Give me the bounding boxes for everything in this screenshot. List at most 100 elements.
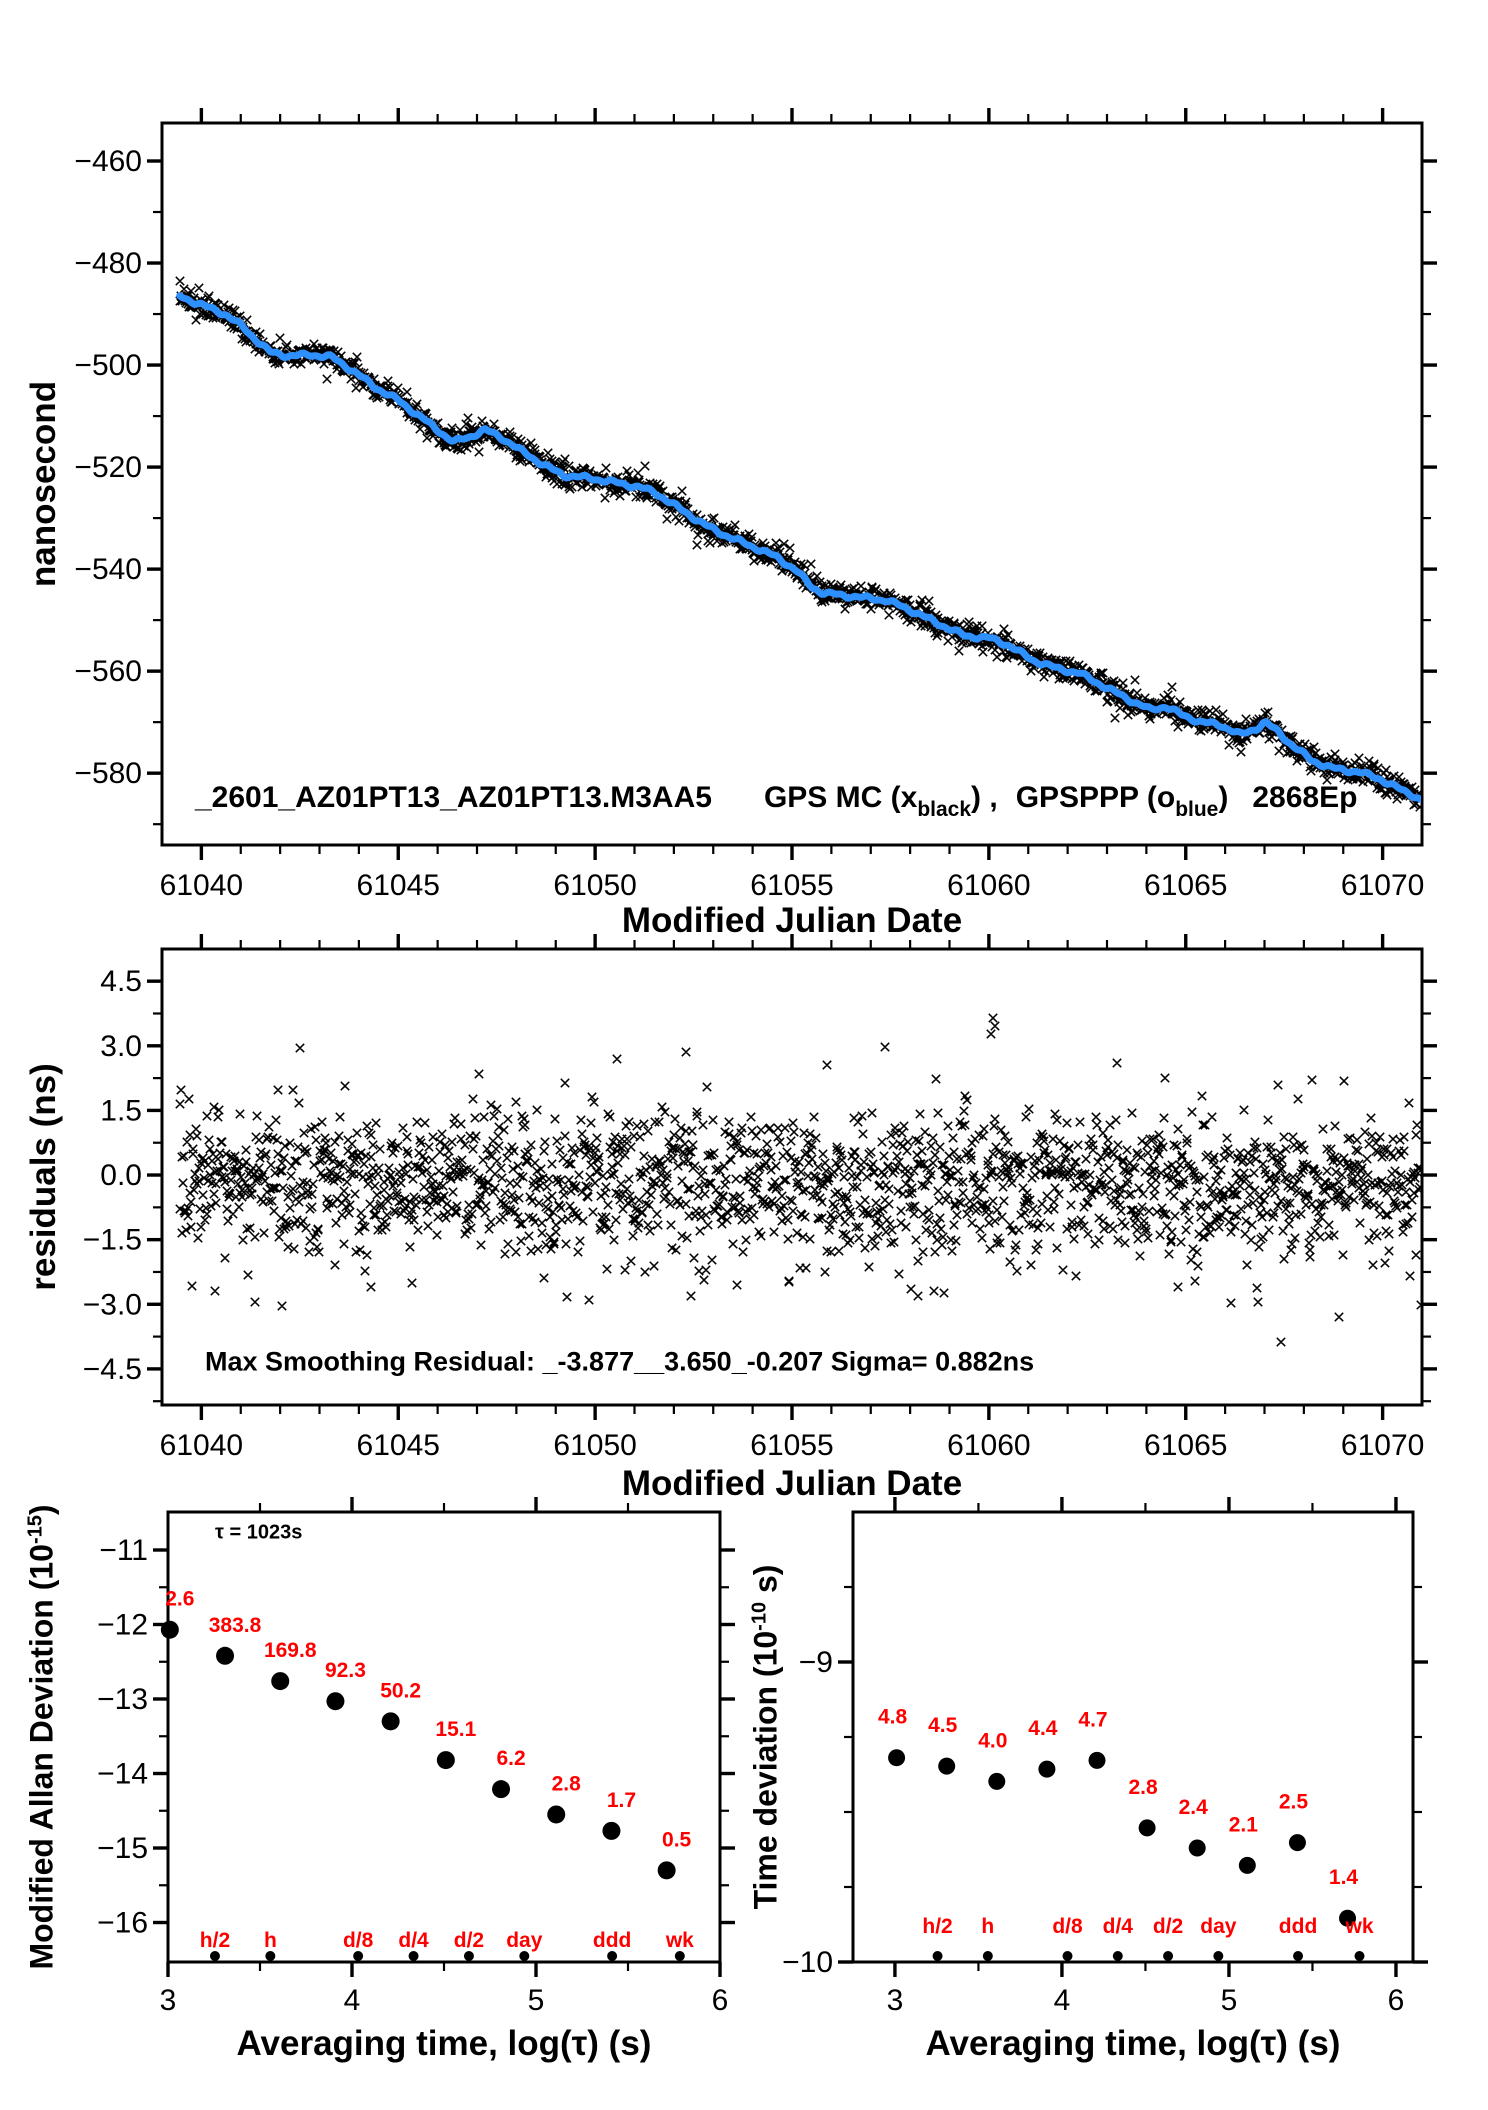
y-tick-label: −4.5	[83, 1353, 142, 1386]
tau-marker-dot	[607, 1951, 618, 1961]
tau-marker-dot	[519, 1951, 530, 1961]
tdev-point	[1188, 1839, 1206, 1857]
tau-marker-dot	[1213, 1951, 1224, 1961]
tau-marker-dot	[265, 1951, 276, 1961]
tdev-point-value: 2.8	[1129, 1776, 1159, 1799]
mdev-point	[326, 1692, 345, 1711]
mdev-point-value: 50.2	[380, 1679, 421, 1702]
y-tick-label: 1.5	[100, 1094, 142, 1127]
tdev-point	[1339, 1909, 1357, 1927]
tau-marker-label: wk	[1344, 1915, 1373, 1938]
tau-marker-label: ddd	[593, 1929, 631, 1952]
tdev-point-value: 2.4	[1179, 1796, 1209, 1819]
tdev-point	[1088, 1751, 1106, 1769]
mdev-y-title-exponent: -15	[24, 1515, 47, 1545]
file-id-label: _2601_AZ01PT13_AZ01PT13.M3AA5	[195, 781, 712, 814]
mdev-point	[492, 1780, 511, 1799]
y-tick-label: −1.5	[83, 1224, 142, 1257]
tdev-point-value: 2.5	[1279, 1791, 1309, 1814]
x-tick-label: 61050	[553, 869, 636, 902]
mdev-point-value: 0.5	[662, 1828, 692, 1851]
mdev-point	[602, 1821, 621, 1840]
y-tick-label: −13	[97, 1683, 148, 1716]
x-tick-label: 3	[160, 1984, 177, 2017]
gpsppp-smoothed-line	[176, 292, 1421, 803]
tau-marker-dot	[463, 1951, 474, 1961]
tdev-point-value: 2.1	[1229, 1813, 1259, 1836]
tdev-point	[1038, 1760, 1056, 1778]
tau-marker-dot	[674, 1951, 685, 1961]
mdev-point-value: 15.1	[435, 1718, 476, 1741]
residual-stats-annotation: Max Smoothing Residual: _-3.877__3.650_-…	[205, 1346, 1035, 1377]
tau-marker-label: d/8	[1052, 1915, 1083, 1938]
tau-marker-dot	[1293, 1951, 1304, 1961]
y-tick-label: −9	[799, 1646, 833, 1679]
mdev-point	[271, 1672, 290, 1691]
tau-marker-label: d/2	[454, 1929, 484, 1952]
mdev-point	[657, 1861, 676, 1880]
residual-scatter	[175, 1013, 1421, 1347]
tdev-point	[1238, 1856, 1256, 1874]
tau-marker-label: ddd	[1279, 1915, 1317, 1938]
mdev-point	[381, 1712, 400, 1731]
x-tick-label: 6	[712, 1984, 729, 2017]
tau-marker-label: d/4	[398, 1929, 429, 1952]
tau-marker-dot	[209, 1951, 220, 1961]
mdev-point-value: 2.6	[165, 1588, 194, 1611]
tau-marker-label: h	[981, 1915, 994, 1938]
y-tick-label: −12	[97, 1609, 148, 1642]
tdev-point-value: 4.8	[878, 1706, 908, 1729]
tdev-y-title-close: s)	[747, 1564, 784, 1602]
x-tick-label: 61045	[357, 1429, 440, 1462]
tau-marker-dot	[932, 1951, 943, 1961]
tdev-point	[888, 1749, 906, 1767]
tdev-point-value: 4.4	[1028, 1717, 1058, 1740]
x-tick-label: 5	[528, 1984, 545, 2017]
x-tick-label: 61040	[160, 1429, 243, 1462]
y-tick-label: −480	[74, 247, 142, 280]
y-tick-label: 0.0	[100, 1159, 142, 1192]
mdev-point-value: 1.7	[607, 1789, 636, 1812]
tau-marker-label: wk	[665, 1929, 694, 1952]
tdev-point	[1138, 1819, 1156, 1837]
y-tick-label: −520	[74, 451, 142, 484]
phase-plot-title: _2601_AZ01PT13_AZ01PT13.M3AA5 GPS MC (x …	[195, 781, 1357, 821]
tdev-y-title-text: Time deviation (10	[747, 1630, 784, 1910]
mdev-point	[436, 1751, 455, 1770]
tau-marker-label: day	[1200, 1915, 1237, 1938]
tdev-point	[1288, 1834, 1306, 1852]
mdev-point-value: 6.2	[496, 1747, 525, 1770]
x-tick-label: 6	[1388, 1984, 1405, 2017]
y-tick-label: −15	[97, 1832, 148, 1865]
y-tick-label: −500	[74, 349, 142, 382]
mdev-point	[160, 1620, 179, 1639]
tdev-point	[988, 1772, 1006, 1790]
x-tick-label: 61060	[947, 1429, 1030, 1462]
tau-marker-dot	[408, 1951, 419, 1961]
mdev-point-value: 92.3	[325, 1659, 366, 1682]
y-tick-label: −560	[74, 655, 142, 688]
phase-y-axis-title: nanosecond	[24, 380, 63, 588]
tau-marker-label: h	[264, 1929, 277, 1952]
x-tick-label: 61045	[357, 869, 440, 902]
tau-marker-dot	[353, 1951, 364, 1961]
mdev-point-value: 383.8	[209, 1614, 262, 1637]
y-tick-label: −11	[99, 1534, 148, 1567]
mdev-point	[216, 1646, 235, 1665]
tau-marker-label: d/2	[1153, 1915, 1183, 1938]
mdev-x-axis-title: Averaging time, log(τ) (s)	[236, 2024, 652, 2063]
y-tick-label: 3.0	[100, 1030, 142, 1063]
x-tick-label: 4	[344, 1984, 361, 2017]
x-tick-label: 4	[1054, 1984, 1071, 2017]
y-tick-label: −10	[782, 1946, 833, 1979]
tau-marker-label: day	[506, 1929, 543, 1952]
mdev-point-value: 169.8	[264, 1639, 317, 1662]
y-tick-label: −14	[97, 1758, 148, 1791]
tdev-point-value: 4.0	[978, 1729, 1007, 1752]
y-tick-label: −16	[97, 1907, 148, 1940]
tdev-x-axis-title: Averaging time, log(τ) (s)	[925, 2024, 1341, 2063]
x-tick-label: 5	[1221, 1984, 1238, 2017]
x-tick-label: 61070	[1341, 1429, 1424, 1462]
tdev-panel: 3 4 5 6 −10 −9 4.8 4.5 4.0 4.4 4.7 2.8 2.4 2.1 2.5 1.4 h…	[782, 1497, 1428, 2017]
y-tick-label: −3.0	[83, 1288, 142, 1321]
